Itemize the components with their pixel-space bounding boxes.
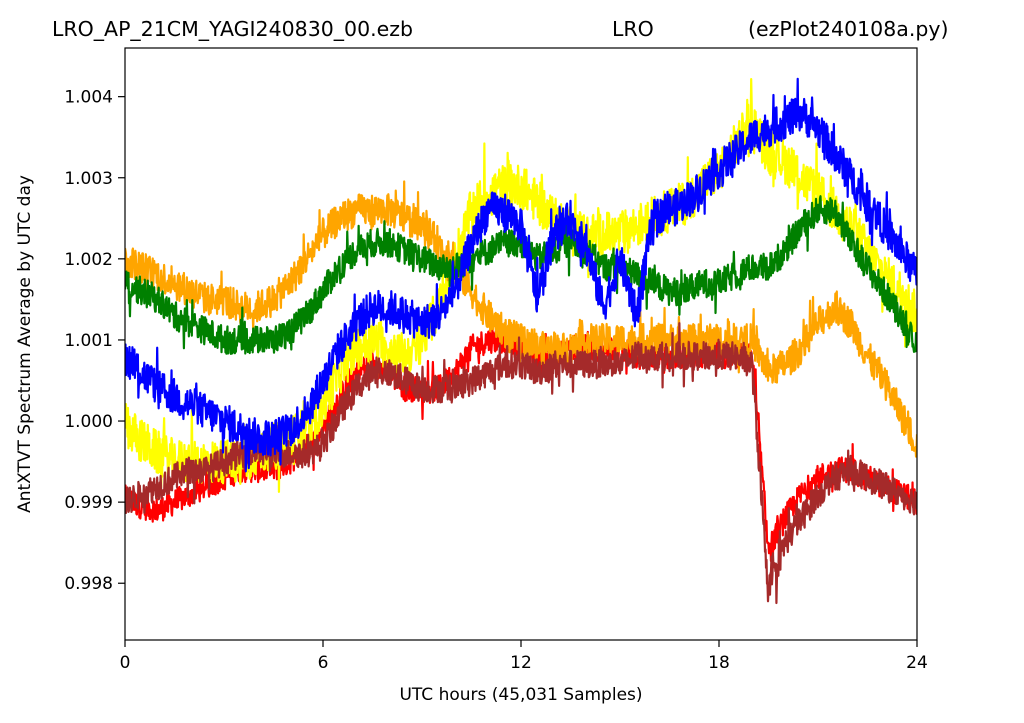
x-tick-label: 18: [708, 653, 730, 673]
y-axis: 0.998 0.999 1.000 1.001 1.002 1.003 1.004: [64, 88, 125, 594]
y-axis-label: AntXTVT Spectrum Average by UTC day: [15, 175, 35, 513]
x-tick-label: 0: [120, 653, 131, 673]
y-tick-label: 1.002: [64, 250, 113, 270]
y-tick-label: 1.000: [64, 412, 113, 432]
x-tick-label: 12: [510, 653, 532, 673]
chart-title-left: LRO_AP_21CM_YAGI240830_00.ezb: [52, 17, 413, 42]
series-layer: [125, 77, 917, 605]
y-tick-label: 1.003: [64, 169, 113, 189]
x-axis-label: UTC hours (45,031 Samples): [399, 685, 642, 705]
series-line-3: [125, 180, 917, 458]
chart-title-right: (ezPlot240108a.py): [748, 17, 949, 41]
y-tick-label: 0.998: [64, 574, 113, 594]
series-line-6: [125, 77, 917, 473]
y-tick-label: 1.001: [64, 331, 113, 351]
x-tick-label: 24: [906, 653, 928, 673]
y-tick-label: 0.999: [64, 493, 113, 513]
y-tick-label: 1.004: [64, 88, 113, 108]
x-tick-label: 6: [318, 653, 329, 673]
x-axis: 0 6 12 18 24: [120, 640, 928, 673]
chart-title-center: LRO: [612, 17, 654, 41]
